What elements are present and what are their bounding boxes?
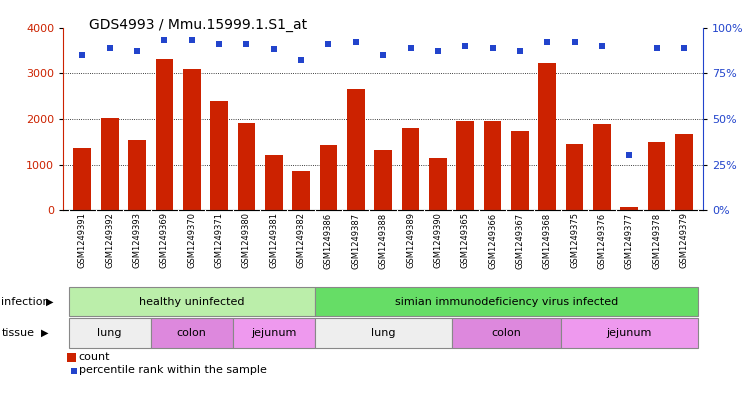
Text: ▶: ▶	[41, 328, 48, 338]
Bar	[233, 318, 315, 348]
Text: GSM1249368: GSM1249368	[542, 213, 552, 269]
Point	[568, 39, 580, 45]
Bar	[429, 158, 446, 210]
Text: jejunum: jejunum	[251, 328, 296, 338]
Bar	[320, 145, 337, 210]
Bar	[155, 59, 173, 210]
Point	[240, 41, 252, 47]
Text: GSM1249382: GSM1249382	[297, 213, 306, 268]
Bar	[565, 145, 583, 210]
Text: healthy uninfected: healthy uninfected	[139, 297, 245, 307]
Bar	[151, 318, 233, 348]
Bar	[539, 63, 556, 210]
Bar	[456, 121, 474, 210]
Text: GSM1249379: GSM1249379	[679, 213, 688, 268]
Text: GSM1249392: GSM1249392	[105, 213, 115, 268]
Point	[213, 41, 225, 47]
Point	[487, 44, 498, 51]
Point	[268, 46, 280, 53]
Bar	[211, 101, 228, 210]
Text: colon: colon	[177, 328, 207, 338]
Point	[542, 39, 554, 45]
Text: GSM1249390: GSM1249390	[433, 213, 443, 268]
Text: GSM1249391: GSM1249391	[78, 213, 87, 268]
Bar	[237, 123, 255, 210]
Text: GSM1249378: GSM1249378	[652, 213, 661, 269]
Text: GSM1249371: GSM1249371	[214, 213, 224, 268]
Text: lung: lung	[97, 328, 122, 338]
Point	[651, 44, 663, 51]
Point	[514, 48, 526, 54]
Point	[596, 42, 608, 49]
Bar	[374, 151, 392, 210]
Text: GSM1249381: GSM1249381	[269, 213, 278, 268]
Bar	[402, 128, 420, 210]
Bar	[315, 318, 452, 348]
Bar	[511, 131, 529, 210]
Point	[678, 44, 690, 51]
Bar	[74, 148, 92, 210]
Bar	[484, 121, 501, 210]
Point	[158, 37, 170, 44]
Text: count: count	[79, 352, 110, 362]
Text: GSM1249388: GSM1249388	[379, 213, 388, 269]
Text: GSM1249377: GSM1249377	[625, 213, 634, 269]
Text: GSM1249393: GSM1249393	[132, 213, 141, 268]
Text: lung: lung	[371, 328, 395, 338]
Point	[77, 52, 89, 58]
Text: GSM1249366: GSM1249366	[488, 213, 497, 269]
Text: GSM1249370: GSM1249370	[187, 213, 196, 268]
Point	[186, 37, 198, 44]
Bar	[128, 140, 146, 210]
Bar	[68, 318, 151, 348]
Text: GSM1249369: GSM1249369	[160, 213, 169, 268]
Text: jejunum: jejunum	[606, 328, 652, 338]
Text: GSM1249380: GSM1249380	[242, 213, 251, 268]
Bar	[292, 171, 310, 210]
Text: GSM1249389: GSM1249389	[406, 213, 415, 268]
Point	[405, 44, 417, 51]
Text: GSM1249365: GSM1249365	[461, 213, 469, 268]
Text: colon: colon	[491, 328, 521, 338]
Point	[131, 48, 143, 54]
Text: ▶: ▶	[46, 297, 54, 307]
Text: GSM1249367: GSM1249367	[516, 213, 525, 269]
Point	[459, 42, 471, 49]
Point	[377, 52, 389, 58]
Text: simian immunodeficiency virus infected: simian immunodeficiency virus infected	[394, 297, 618, 307]
Bar	[265, 154, 283, 210]
Point	[432, 48, 444, 54]
Bar	[101, 118, 118, 210]
Bar	[183, 69, 201, 210]
Bar	[315, 287, 698, 316]
Point	[350, 39, 362, 45]
Text: percentile rank within the sample: percentile rank within the sample	[79, 365, 267, 375]
Text: infection: infection	[1, 297, 50, 307]
Bar	[648, 142, 665, 210]
Point	[623, 152, 635, 158]
Text: GSM1249387: GSM1249387	[351, 213, 360, 269]
Bar	[347, 89, 365, 210]
Bar	[675, 134, 693, 210]
Bar	[620, 207, 638, 210]
Bar	[561, 318, 698, 348]
Bar	[593, 124, 611, 210]
Text: GSM1249375: GSM1249375	[570, 213, 579, 268]
Text: GSM1249386: GSM1249386	[324, 213, 333, 269]
Text: GSM1249376: GSM1249376	[597, 213, 606, 269]
Point	[103, 44, 115, 51]
Bar	[452, 318, 561, 348]
Text: GDS4993 / Mmu.15999.1.S1_at: GDS4993 / Mmu.15999.1.S1_at	[89, 18, 307, 32]
Point	[322, 41, 334, 47]
Point	[295, 57, 307, 64]
Point	[136, 329, 148, 335]
Bar	[68, 287, 315, 316]
Text: tissue: tissue	[1, 328, 34, 338]
